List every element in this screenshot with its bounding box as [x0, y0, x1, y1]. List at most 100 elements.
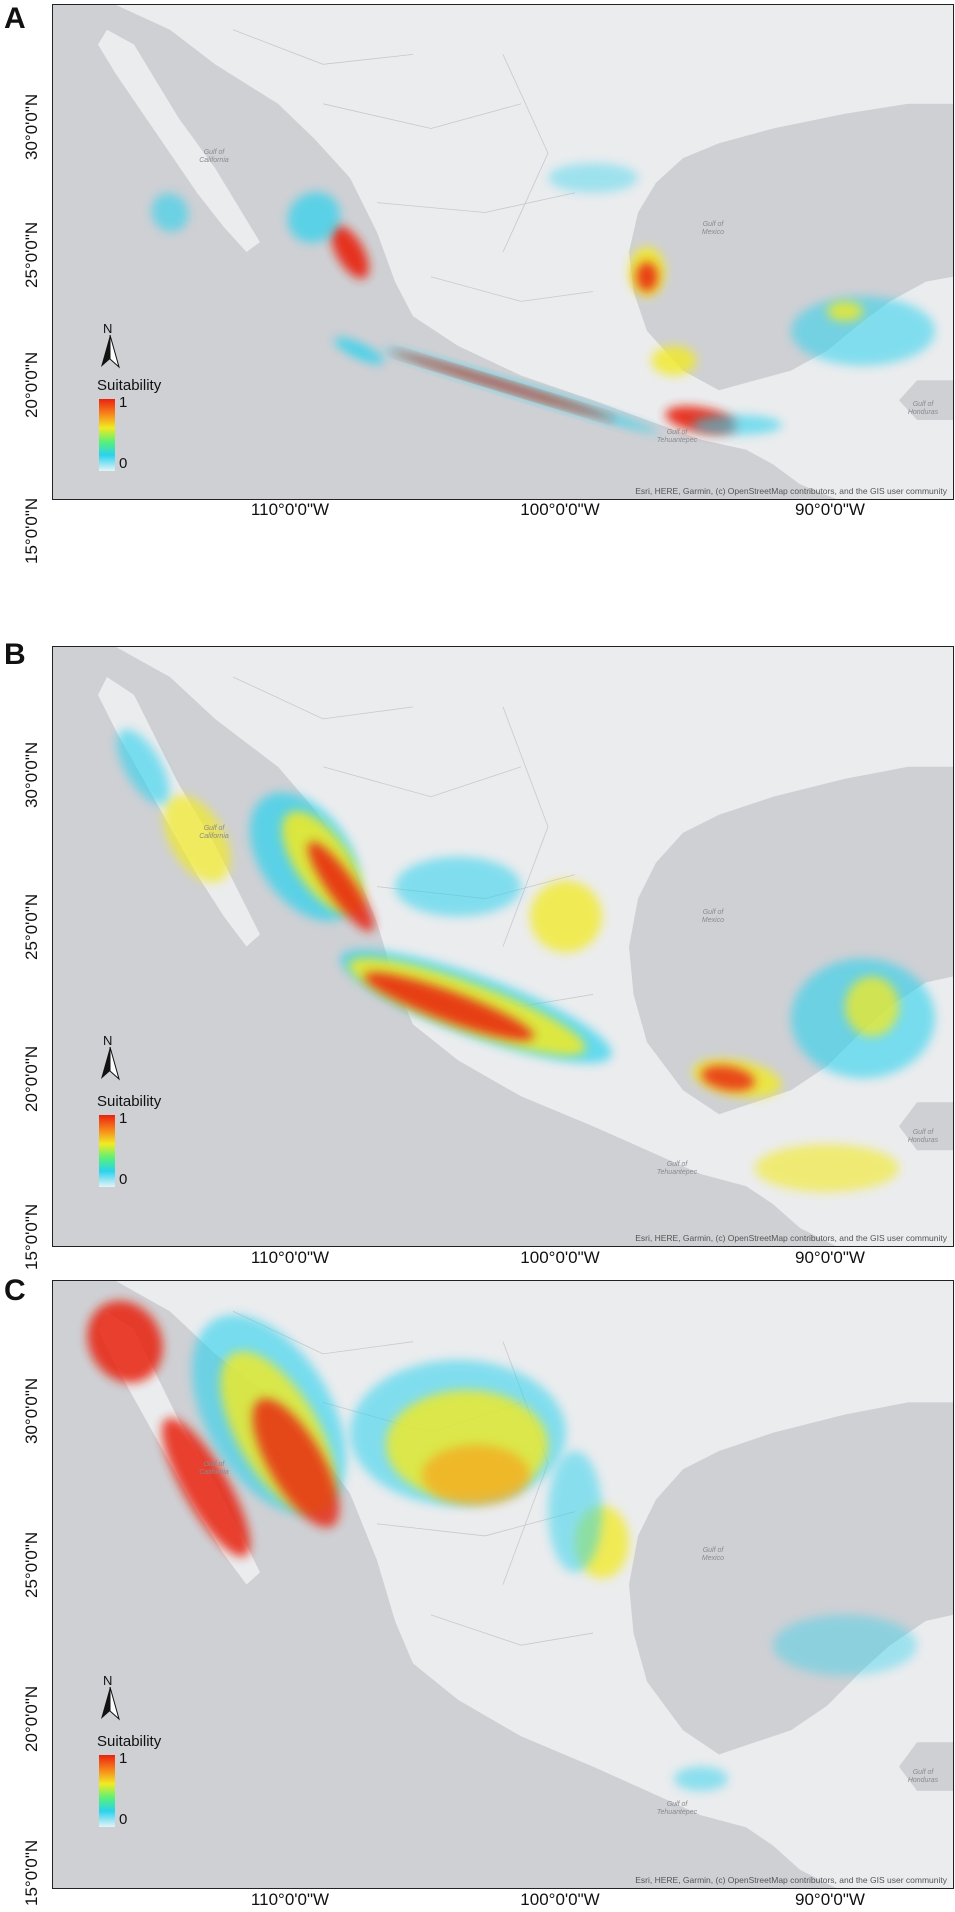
map-frame[interactable]: Gulf of California Gulf of Mexico Gulf o… [52, 4, 954, 500]
suitability-patch [331, 225, 369, 279]
panel-letter: C [4, 1274, 26, 1307]
state-border [376, 192, 576, 213]
suitability-patch [827, 301, 863, 322]
lat-label: 30°0'0"N [22, 93, 41, 160]
lat-label: 25°0'0"N [22, 893, 41, 960]
suitability-patch [755, 1144, 899, 1193]
suitability-patch [651, 345, 697, 376]
suitability-patch [287, 191, 341, 243]
suitability-patch [636, 261, 658, 292]
legend: Suitability 1 0 [97, 1093, 162, 1188]
legend-max: 1 [119, 1110, 128, 1127]
gulf-mexico-label: Gulf of Mexico [701, 909, 725, 924]
north-arrow-icon [101, 1047, 120, 1081]
suitability-patch [151, 193, 189, 232]
panel-letter: B [4, 638, 26, 671]
lon-label: 100°0'0"W [520, 1248, 600, 1267]
suitability-patch [773, 1614, 917, 1676]
north-label: N [103, 321, 113, 336]
legend-title: Suitability [97, 1733, 162, 1750]
legend-title: Suitability [97, 377, 162, 394]
state-border [502, 706, 549, 947]
state-border [232, 676, 414, 720]
lat-label: 20°0'0"N [22, 1685, 41, 1752]
suitability-patch [530, 880, 602, 953]
suitability-patch [87, 1300, 163, 1383]
suitability-map [53, 1281, 953, 1888]
baja-peninsula-landmass [98, 29, 260, 253]
suitability-patch [308, 841, 374, 932]
gulf-of-california-water [116, 688, 296, 911]
legend-min: 0 [119, 1811, 128, 1828]
map-frame[interactable]: Gulf of California Gulf of Mexico Gulf o… [52, 1280, 954, 1889]
panel-letter: A [4, 2, 26, 35]
suitability-map [53, 5, 953, 499]
suitability-patch [334, 337, 384, 365]
gulf-of-california-water [116, 39, 296, 223]
legend: Suitability 1 0 [97, 1733, 162, 1828]
legend-color-bar [99, 399, 115, 471]
state-border [322, 103, 522, 129]
legend-title: Suitability [97, 1093, 162, 1110]
suitability-patch [422, 1444, 530, 1506]
legend-max: 1 [119, 394, 128, 411]
panel-a: A Gulf of California Gulf of Mexico Gulf… [0, 0, 955, 564]
legend-color-bar [99, 1755, 115, 1827]
legend-min: 0 [119, 455, 128, 472]
lat-label: 20°0'0"N [22, 1045, 41, 1112]
lon-label: 100°0'0"W [520, 1890, 600, 1909]
legend-max: 1 [119, 1750, 128, 1767]
gulf-california-label: Gulf of California [199, 1461, 229, 1476]
lon-label: 90°0'0"W [795, 1248, 865, 1267]
attribution: Esri, HERE, Garmin, (c) OpenStreetMap co… [635, 1875, 947, 1885]
lon-label: 110°0'0"W [250, 1890, 330, 1909]
gulf-mexico-label: Gulf of Mexico [701, 221, 725, 236]
lon-label: 100°0'0"W [520, 500, 600, 519]
suitability-patch [163, 795, 231, 883]
suitability-patch [395, 856, 521, 917]
lat-label: 15°0'0"N [22, 497, 41, 564]
attribution: Esri, HERE, Garmin, (c) OpenStreetMap co… [635, 486, 947, 496]
legend-color-bar [99, 1115, 115, 1187]
panel-b: B Gulf of California Gulf of Mexico Gulf… [0, 636, 955, 1276]
map-frame[interactable]: Gulf of California Gulf of Mexico Gulf o… [52, 646, 954, 1247]
gulf-honduras-label: Gulf of Honduras [907, 401, 939, 416]
state-border [376, 1511, 576, 1537]
state-border [232, 29, 414, 65]
lat-label: 25°0'0"N [22, 1531, 41, 1598]
north-arrow-icon [101, 1687, 120, 1721]
suitability-patch [364, 972, 534, 1041]
north-label: N [103, 1673, 113, 1688]
attribution: Esri, HERE, Garmin, (c) OpenStreetMap co… [635, 1233, 947, 1243]
suitability-patch [701, 1065, 755, 1091]
gulf-honduras-label: Gulf of Honduras [907, 1769, 939, 1784]
lat-label: 15°0'0"N [22, 1839, 41, 1906]
lat-label: 30°0'0"N [22, 741, 41, 808]
suitability-patch [548, 163, 638, 193]
suitability-patch [391, 351, 615, 420]
gulf-tehuantepec-label: Gulf of Tehuantepec [656, 1801, 698, 1816]
suitability-patch [692, 415, 782, 435]
gulf-tehuantepec-label: Gulf of Tehuantepec [656, 1161, 698, 1176]
lat-label: 25°0'0"N [22, 221, 41, 288]
state-border [322, 766, 522, 798]
panel-c: C Gulf of California Gulf of Mexico Gulf… [0, 1272, 955, 1912]
north-label: N [103, 1033, 113, 1048]
state-border [430, 276, 594, 302]
gulf-california-label: Gulf of California [199, 825, 229, 840]
suitability-patch [791, 296, 935, 366]
lat-label: 20°0'0"N [22, 351, 41, 418]
gulf-honduras-label: Gulf of Honduras [907, 1129, 939, 1144]
state-border [430, 1614, 594, 1646]
lon-label: 90°0'0"W [795, 500, 865, 519]
suitability-map [53, 647, 953, 1246]
lat-label: 15°0'0"N [22, 1203, 41, 1270]
suitability-patch [674, 1766, 728, 1791]
state-border [502, 54, 549, 253]
suitability-patch [161, 1418, 251, 1557]
lon-label: 90°0'0"W [795, 1890, 865, 1909]
lon-label: 110°0'0"W [250, 1248, 330, 1267]
gulf-of-california-water [116, 1323, 296, 1549]
lat-label: 30°0'0"N [22, 1377, 41, 1444]
gulf-california-label: Gulf of California [199, 149, 229, 164]
